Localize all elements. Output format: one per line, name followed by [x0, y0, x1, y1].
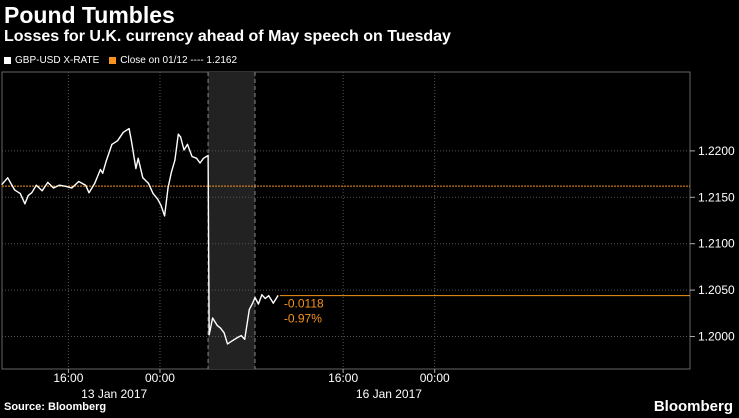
series-point-35 [170, 171, 173, 173]
series-point-62 [264, 297, 266, 300]
percent-change-annotation: -0.97% [284, 312, 322, 326]
weekend-gap-band [208, 72, 255, 369]
series-point-7 [35, 184, 37, 186]
series-point-8 [41, 190, 43, 192]
source-note: Source: Bloomberg [4, 401, 107, 413]
chart-title: Pound Tumbles [4, 2, 175, 28]
series-point-34 [167, 187, 169, 189]
series-point-53 [232, 339, 234, 341]
legend-label-series: GBP-USD X-RATE [15, 55, 100, 66]
horizontal-gridlines [2, 150, 690, 338]
series-point-50 [220, 327, 222, 329]
legend-swatch-orange-icon [109, 57, 117, 64]
series-point-32 [160, 205, 162, 207]
series-point-48 [212, 317, 214, 319]
legend-label-close: Close on 01/12 ---- 1.2162 [120, 55, 238, 66]
series-point-30 [152, 192, 154, 195]
x-tick-label-3: 00:00 [420, 371, 450, 385]
series-point-2 [13, 189, 16, 191]
series-point-1 [7, 177, 9, 179]
plot-area [1, 71, 691, 370]
series-point-65 [277, 295, 279, 297]
series-point-4 [24, 203, 26, 205]
series-point-31 [157, 198, 159, 200]
series-point-12 [64, 185, 66, 187]
series-point-40 [186, 143, 189, 145]
series-point-10 [52, 187, 55, 189]
series-point-15 [84, 184, 87, 186]
x-tick-label-0: 16:00 [53, 371, 83, 385]
series-point-46 [208, 243, 210, 245]
series-point-39 [183, 149, 185, 151]
series-point-61 [261, 294, 263, 296]
series-point-3 [19, 192, 21, 195]
series-point-0 [1, 183, 3, 185]
series-point-49 [216, 324, 218, 326]
series-point-33 [163, 215, 166, 217]
series-point-6 [31, 192, 33, 194]
series-point-42 [196, 157, 198, 159]
series-point-17 [94, 182, 96, 184]
series-point-47 [208, 334, 210, 336]
y-tick-label-4: 1.2200 [698, 144, 735, 158]
chart-legend: GBP-USD X-RATE Close on 01/12 ---- 1.216… [4, 55, 247, 66]
series-point-36 [174, 159, 176, 161]
x-axis-date-labels: 13 Jan 2017 16 Jan 2017 [81, 387, 422, 401]
series-point-37 [177, 133, 179, 135]
series-point-41 [191, 155, 193, 158]
y-tick-label-3: 1.2150 [698, 190, 735, 204]
legend-item-close: Close on 01/12 ---- 1.2162 [109, 55, 237, 66]
x-axis-ticks: 16:00 00:00 16:00 00:00 [53, 369, 450, 385]
legend-item-series: GBP-USD X-RATE [4, 55, 99, 66]
series-point-52 [226, 343, 229, 345]
date-label-0: 13 Jan 2017 [81, 387, 147, 401]
date-label-1: 16 Jan 2017 [356, 387, 422, 401]
series-point-54 [237, 336, 239, 339]
series-point-25 [130, 140, 132, 142]
series-point-21 [111, 143, 113, 145]
series-point-57 [248, 309, 250, 311]
series-point-27 [137, 157, 139, 159]
y-tick-label-2: 1.2100 [698, 237, 735, 251]
brand-logo: Bloomberg [653, 398, 733, 415]
series-point-13 [71, 187, 73, 189]
series-point-59 [254, 296, 256, 299]
series-point-64 [272, 302, 274, 304]
series-point-45 [207, 154, 209, 157]
series-point-51 [223, 332, 225, 334]
legend-swatch-white-icon [4, 57, 11, 64]
change-annotation: -0.0118 [284, 297, 324, 311]
y-tick-label-0: 1.2000 [698, 330, 735, 344]
series-point-26 [135, 167, 137, 170]
series-point-63 [268, 295, 270, 297]
series-point-58 [252, 302, 254, 304]
series-point-29 [147, 182, 150, 184]
series-point-22 [117, 140, 119, 142]
y-axis-ticks: 1.2000 1.2050 1.2100 1.2150 1.2200 [690, 144, 735, 344]
series-point-9 [47, 181, 49, 184]
series-point-16 [88, 192, 90, 194]
series-point-19 [102, 172, 104, 174]
gbp-usd-series-line [1, 127, 279, 345]
series-point-18 [99, 168, 102, 171]
series-point-56 [244, 338, 246, 340]
x-tick-label-2: 16:00 [328, 371, 358, 385]
series-point-28 [142, 177, 144, 179]
series-point-11 [58, 184, 60, 186]
series-point-60 [257, 303, 260, 305]
series-point-23 [122, 131, 124, 133]
chart-subtitle: Losses for U.K. currency ahead of May sp… [4, 28, 451, 45]
series-point-20 [105, 160, 107, 162]
series-point-43 [199, 162, 201, 164]
series-point-38 [179, 136, 182, 138]
series-point-55 [240, 334, 242, 337]
series-point-44 [202, 157, 205, 159]
y-tick-label-1: 1.2050 [698, 283, 735, 297]
series-point-5 [27, 194, 29, 197]
series-point-24 [128, 128, 130, 130]
series-points [1, 128, 279, 345]
series-point-14 [78, 180, 80, 183]
x-tick-label-1: 00:00 [145, 371, 175, 385]
